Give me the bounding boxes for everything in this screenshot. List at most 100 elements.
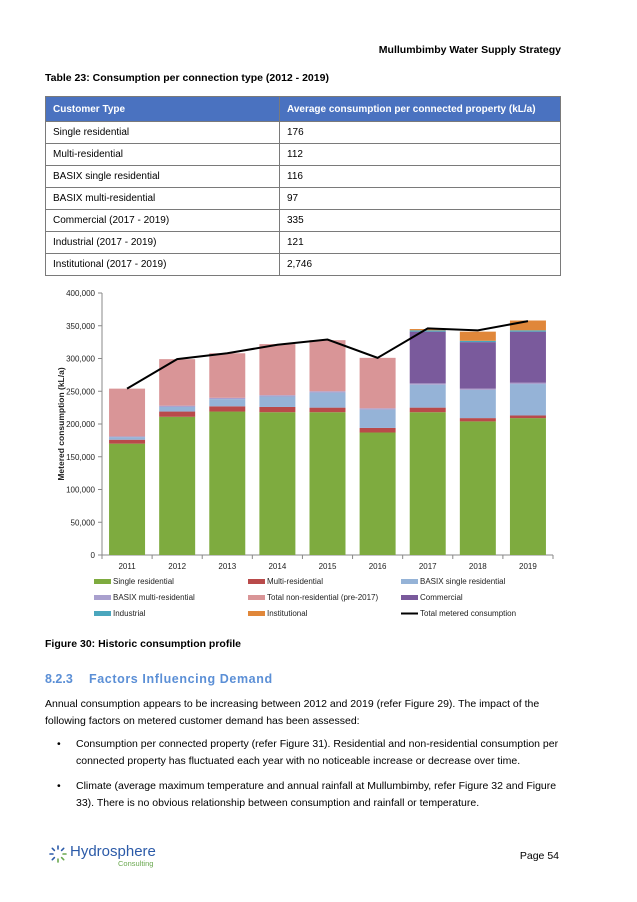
logo-wordmark: Hydrosphere [70, 843, 156, 860]
bar-multi-residential-2012 [159, 411, 196, 417]
table-cell-type: BASIX single residential [45, 165, 280, 188]
hydrosphere-logo: Hydrosphere Consulting [48, 844, 156, 868]
table-header-row: Customer Type Average consumption per co… [45, 96, 561, 122]
legend-label-institutional: Institutional [267, 609, 308, 618]
table-cell-value: 2,746 [279, 253, 561, 276]
x-tick-label: 2012 [168, 562, 186, 571]
table-cell-type: Commercial (2017 - 2019) [45, 209, 280, 232]
legend-label-basix-multi-residential: BASIX multi-residential [113, 593, 195, 602]
x-tick-label: 2015 [319, 562, 337, 571]
list-item: Climate (average maximum temperature and… [45, 778, 561, 812]
legend-label-total-metered-consumption: Total metered consumption [420, 609, 516, 618]
table-cell-value: 121 [279, 231, 561, 254]
x-tick-label: 2016 [369, 562, 387, 571]
table-cell-type: Institutional (2017 - 2019) [45, 253, 280, 276]
bar-total-non-residential-pre-2017-2016 [359, 357, 396, 409]
bar-basix-single-residential-2019 [509, 384, 546, 416]
bar-single-residential-2017 [409, 412, 446, 555]
legend-swatch-institutional [248, 611, 265, 616]
list-item: Consumption per connected property (refe… [45, 736, 561, 770]
bar-basix-single-residential-2017 [409, 384, 446, 408]
bar-commercial-2017 [409, 331, 446, 384]
table-row: Single residential 176 [45, 121, 561, 144]
bar-multi-residential-2015 [309, 407, 346, 413]
bar-single-residential-2011 [109, 443, 146, 555]
legend-label-multi-residential: Multi-residential [267, 577, 323, 586]
bar-basix-multi-residential-2013 [209, 397, 246, 400]
y-tick-label: 100,000 [66, 486, 95, 495]
bar-single-residential-2013 [209, 411, 246, 555]
bar-basix-single-residential-2016 [359, 409, 396, 428]
sun-burst-icon [49, 845, 67, 863]
x-tick-label: 2014 [268, 562, 286, 571]
bar-institutional-2019 [509, 320, 546, 331]
bar-basix-single-residential-2012 [159, 406, 196, 412]
bar-total-non-residential-pre-2017-2011 [109, 388, 146, 437]
bar-multi-residential-2011 [109, 439, 146, 444]
x-tick-label: 2017 [419, 562, 437, 571]
bar-multi-residential-2017 [409, 407, 446, 413]
table-row: Institutional (2017 - 2019) 2,746 [45, 253, 561, 276]
table-cell-value: 176 [279, 121, 561, 144]
table-row: BASIX multi-residential 97 [45, 187, 561, 210]
bar-total-non-residential-pre-2017-2013 [209, 353, 246, 398]
bar-single-residential-2014 [259, 412, 296, 555]
bar-single-residential-2015 [309, 412, 346, 555]
table-row: BASIX single residential 116 [45, 165, 561, 188]
section-title: Factors Influencing Demand [89, 672, 273, 686]
y-tick-label: 200,000 [66, 420, 95, 429]
y-axis-label: Metered consumption (kL/a) [56, 367, 66, 481]
legend-swatch-commercial [401, 595, 418, 600]
logo-subtitle: Consulting [118, 859, 154, 868]
bar-institutional-2017 [409, 329, 446, 331]
legend-swatch-basix-single-residential [401, 579, 418, 584]
bar-commercial-2019 [509, 331, 546, 383]
bar-single-residential-2012 [159, 416, 196, 555]
y-tick-label: 350,000 [66, 322, 95, 331]
legend-swatch-industrial [94, 611, 111, 616]
bar-basix-single-residential-2013 [209, 399, 246, 407]
table-row: Commercial (2017 - 2019) 335 [45, 209, 561, 232]
bar-industrial-2018 [459, 340, 496, 343]
bar-basix-multi-residential-2018 [459, 388, 496, 390]
bar-basix-multi-residential-2015 [309, 391, 346, 393]
y-tick-label: 150,000 [66, 453, 95, 462]
table-cell-type: Single residential [45, 121, 280, 144]
legend-label-total-non-residential-pre-2017: Total non-residential (pre-2017) [267, 593, 379, 602]
legend-label-industrial: Industrial [113, 609, 146, 618]
x-tick-label: 2019 [519, 562, 537, 571]
table-cell-type: Industrial (2017 - 2019) [45, 231, 280, 254]
legend-swatch-single-residential [94, 579, 111, 584]
bar-multi-residential-2014 [259, 406, 296, 413]
bar-basix-single-residential-2018 [459, 389, 496, 419]
bar-basix-multi-residential-2012 [159, 405, 196, 407]
legend-swatch-total-non-residential-pre-2017 [248, 595, 265, 600]
section-heading: 8.2.3 Factors Influencing Demand [45, 672, 273, 686]
legend-label-single-residential: Single residential [113, 577, 174, 586]
bar-multi-residential-2013 [209, 406, 246, 412]
bar-multi-residential-2019 [509, 415, 546, 419]
total-consumption-line [126, 320, 529, 390]
table-row: Industrial (2017 - 2019) 121 [45, 231, 561, 254]
y-tick-label: 0 [91, 551, 96, 560]
bar-industrial-2017 [409, 330, 446, 332]
legend-swatch-basix-multi-residential [94, 595, 111, 600]
bar-institutional-2018 [459, 331, 496, 341]
bar-basix-single-residential-2014 [259, 396, 296, 407]
bar-single-residential-2019 [509, 418, 546, 555]
page-number: Page 54 [519, 850, 559, 862]
body-paragraph: Annual consumption appears to be increas… [45, 698, 540, 727]
consumption-table: Customer Type Average consumption per co… [45, 96, 561, 276]
bar-total-non-residential-pre-2017-2014 [259, 344, 296, 396]
x-tick-label: 2018 [469, 562, 487, 571]
bar-multi-residential-2016 [359, 427, 396, 433]
bar-single-residential-2018 [459, 421, 496, 555]
legend-swatch-multi-residential [248, 579, 265, 584]
y-tick-label: 50,000 [71, 518, 96, 527]
table-cell-value: 335 [279, 209, 561, 232]
table-caption: Table 23: Consumption per connection typ… [45, 72, 329, 84]
consumption-chart: 0 50,000 100,000 150,000 200,000 250,000 300,0… [56, 289, 554, 618]
y-tick-label: 300,000 [66, 355, 95, 364]
bar-basix-multi-residential-2016 [359, 408, 396, 410]
table-cell-value: 97 [279, 187, 561, 210]
